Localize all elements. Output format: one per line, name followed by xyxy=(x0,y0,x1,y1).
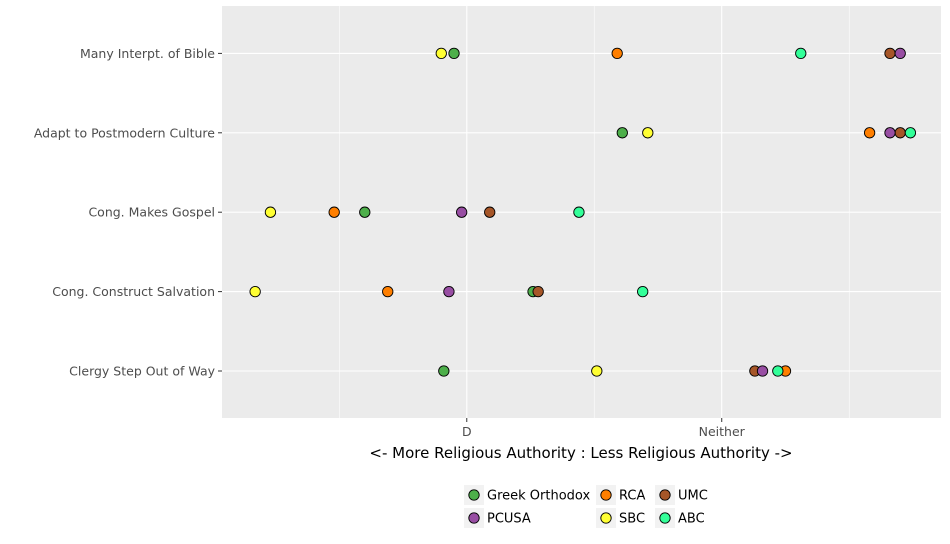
x-axis-title: <- More Religious Authority : Less Relig… xyxy=(369,444,792,462)
data-point xyxy=(795,47,807,60)
data-point xyxy=(611,47,623,60)
data-point xyxy=(456,206,468,218)
legend: Greek Orthodox RCA UMC PCUSA SBC ABC xyxy=(464,485,708,528)
data-point xyxy=(532,285,544,298)
legend-label: Greek Orthodox xyxy=(487,489,590,504)
y-tick-label: Clergy Step Out of Way xyxy=(69,364,215,379)
data-points xyxy=(249,47,917,377)
data-point xyxy=(591,365,603,377)
data-point xyxy=(616,127,628,139)
y-tick-label: Cong. Construct Salvation xyxy=(52,284,215,299)
data-point xyxy=(573,206,585,218)
legend-key-marker xyxy=(659,489,671,501)
data-point xyxy=(328,206,340,218)
data-point xyxy=(756,365,769,377)
legend-label: ABC xyxy=(678,512,705,527)
y-axis: Clergy Step Out of Way Cong. Construct Sa… xyxy=(34,46,222,379)
legend-key-marker xyxy=(468,489,480,501)
y-tick-label: Adapt to Postmodern Culture xyxy=(34,125,215,140)
legend-label: PCUSA xyxy=(487,512,531,527)
legend-label: RCA xyxy=(619,489,645,504)
data-point xyxy=(894,127,906,139)
data-point xyxy=(894,47,906,60)
data-point xyxy=(884,127,896,139)
x-axis: D Neither xyxy=(462,418,746,439)
data-point xyxy=(863,127,876,139)
data-point xyxy=(772,365,784,377)
x-tick-label: Neither xyxy=(699,424,746,439)
legend-key-marker xyxy=(659,512,671,524)
data-point xyxy=(359,206,371,218)
data-point xyxy=(448,47,460,60)
data-point xyxy=(435,47,447,60)
x-tick-label: D xyxy=(462,424,472,439)
legend-label: SBC xyxy=(619,512,645,527)
y-tick-label: Cong. Makes Gospel xyxy=(88,205,215,220)
data-point xyxy=(904,127,917,139)
data-point xyxy=(443,285,455,298)
data-point xyxy=(637,285,649,298)
data-point xyxy=(264,206,277,218)
legend-key-marker xyxy=(468,512,480,524)
data-point xyxy=(249,285,261,298)
legend-key-marker xyxy=(600,512,612,524)
data-point xyxy=(438,365,450,377)
legend-label: UMC xyxy=(678,489,708,504)
data-point xyxy=(382,285,394,298)
legend-key-marker xyxy=(600,489,612,501)
data-point xyxy=(484,206,496,218)
data-point xyxy=(884,47,896,60)
y-tick-label: Many Interpt. of Bible xyxy=(80,46,215,61)
data-point xyxy=(642,127,654,139)
